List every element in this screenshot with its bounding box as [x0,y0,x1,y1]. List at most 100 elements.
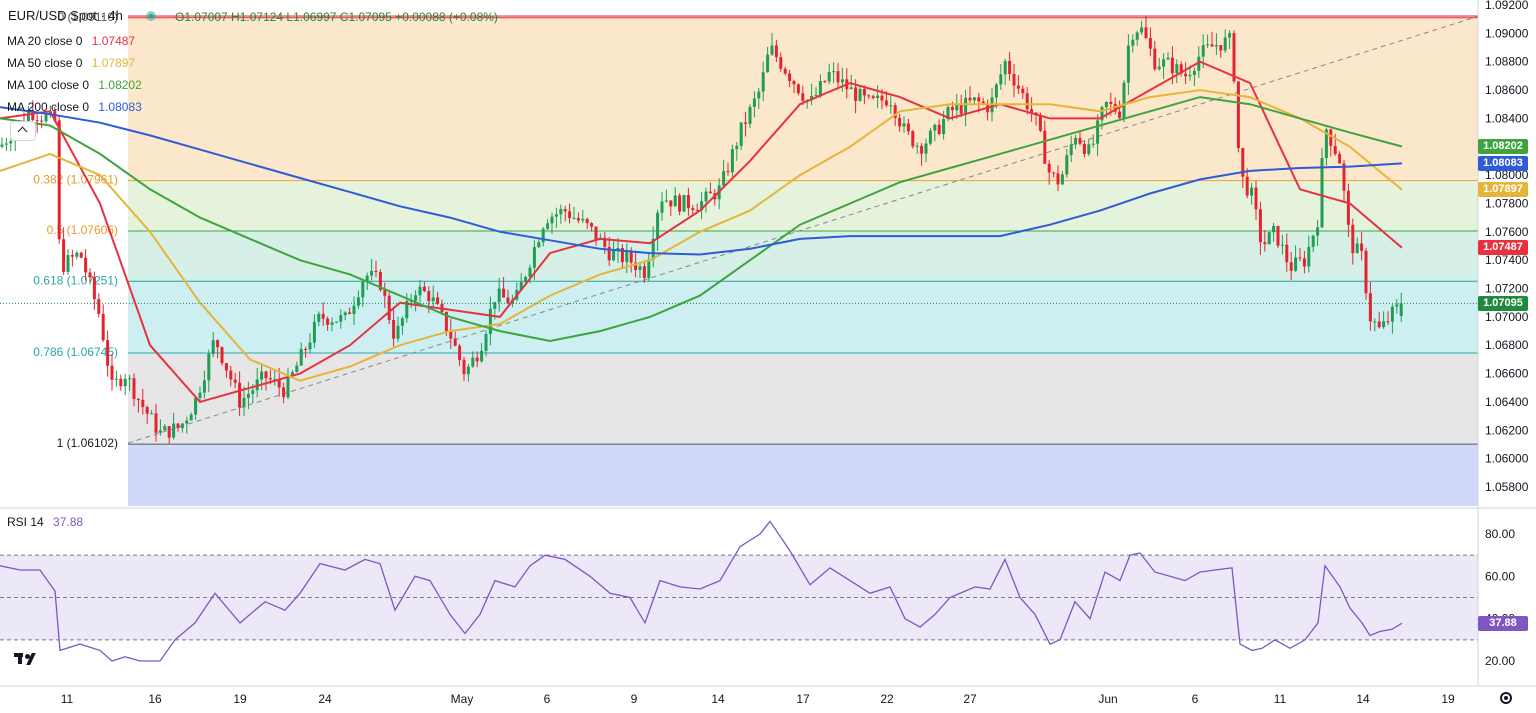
candle-body [1184,73,1188,77]
candle-body [334,321,338,323]
candle-body [4,143,8,145]
candle-body [282,387,286,398]
fib-band [128,444,1478,506]
candle-body [339,315,343,322]
candle-body [1104,101,1108,108]
candle-body [1170,57,1174,74]
candle-body [484,334,488,351]
candle-body [669,200,673,207]
candle-body [651,238,655,260]
candle-body [1364,250,1368,294]
candle-body [994,84,998,98]
ma50-label: MA 50 close 0 [7,56,83,70]
candle-body [937,124,941,134]
ma20-value: 1.07487 [91,34,136,48]
candle-body [550,216,554,224]
candle-body [590,223,594,227]
candle-body [471,357,475,367]
candle-body [1351,224,1355,254]
candle-body [1052,172,1056,174]
candle-body [1206,44,1210,46]
candle-body [1025,93,1029,110]
candle-body [220,347,224,364]
candle-body [950,107,954,111]
candle-body [1360,243,1364,251]
candle-body [862,88,866,96]
candle-body [532,247,536,268]
candle-body [128,378,132,380]
candle-body [378,271,382,290]
candle-body [453,338,457,346]
candle-body [268,378,272,380]
time-axis-tick: Jun [1098,692,1117,706]
candle-body [370,270,374,276]
rsi-legend[interactable]: RSI 14 37.88 [7,515,83,529]
candle-body [999,74,1003,85]
candle-body [964,97,968,114]
candle-body [136,398,140,400]
candle-body [678,195,682,212]
time-axis-tick: 11 [61,692,74,706]
moving-averages [0,60,1403,404]
candle-body [202,380,206,393]
collapse-legend-button[interactable] [10,121,36,141]
candle-body [475,357,479,362]
candle-body [497,288,501,302]
candle-body [660,201,664,213]
candle-body [1267,232,1271,245]
rsi-axis-tick: 20.00 [1485,654,1515,668]
candle-body [418,286,422,296]
candle-body [1386,321,1390,323]
rsi-value-badge: 37.88 [1478,615,1528,631]
candle-body [1395,304,1399,307]
candle-body [414,295,418,301]
candle-body [1179,64,1183,74]
candle-body [920,145,924,154]
candle-body [167,426,171,438]
price-axis-tick: 1.07200 [1485,282,1529,296]
time-axis-tick: 22 [880,692,894,706]
candle-body [462,359,466,375]
candle-body [647,259,651,279]
candle-body [132,378,136,399]
candle-body [1316,227,1320,236]
candle-body [1245,176,1249,196]
candle-body [1280,244,1284,246]
candle-body [444,311,448,332]
candle-body [290,372,294,377]
candle-body [1382,321,1386,328]
fib-level-label: 0.618 (1.07251) [33,273,118,287]
ma200-legend[interactable]: MA 200 close 0 1.08083 [7,100,142,114]
candle-body [836,71,840,83]
candle-body [1320,158,1324,228]
candle-body [766,54,770,73]
tv-logo-stem [18,653,22,664]
candle-body [818,81,822,95]
ma50-legend[interactable]: MA 50 close 0 1.07897 [7,56,135,70]
candle-body [211,340,215,354]
gear-icon[interactable] [1500,692,1512,704]
candle-body [308,342,312,350]
ma100-legend[interactable]: MA 100 close 0 1.08202 [7,78,142,92]
candle-body [823,81,827,83]
candle-body [405,301,409,319]
candle-body [871,96,875,98]
rsi-label: RSI 14 [7,515,44,529]
candle-body [1298,257,1302,259]
candle-body [88,272,92,278]
ma200-price-badge: 1.08083 [1478,155,1528,171]
candle-body [1368,293,1372,322]
price-axis-tick: 1.06400 [1485,395,1529,409]
candle-body [84,257,88,273]
candle-body [365,275,369,282]
candle-body [928,130,932,144]
ma20-legend[interactable]: MA 20 close 0 1.07487 [7,34,135,48]
candle-body [867,95,871,97]
candle-body [642,266,646,279]
candle-body [682,194,686,212]
candle-body [1214,45,1218,47]
candle-body [238,382,242,408]
rsi-line [0,520,1403,662]
candle-body [911,131,915,147]
